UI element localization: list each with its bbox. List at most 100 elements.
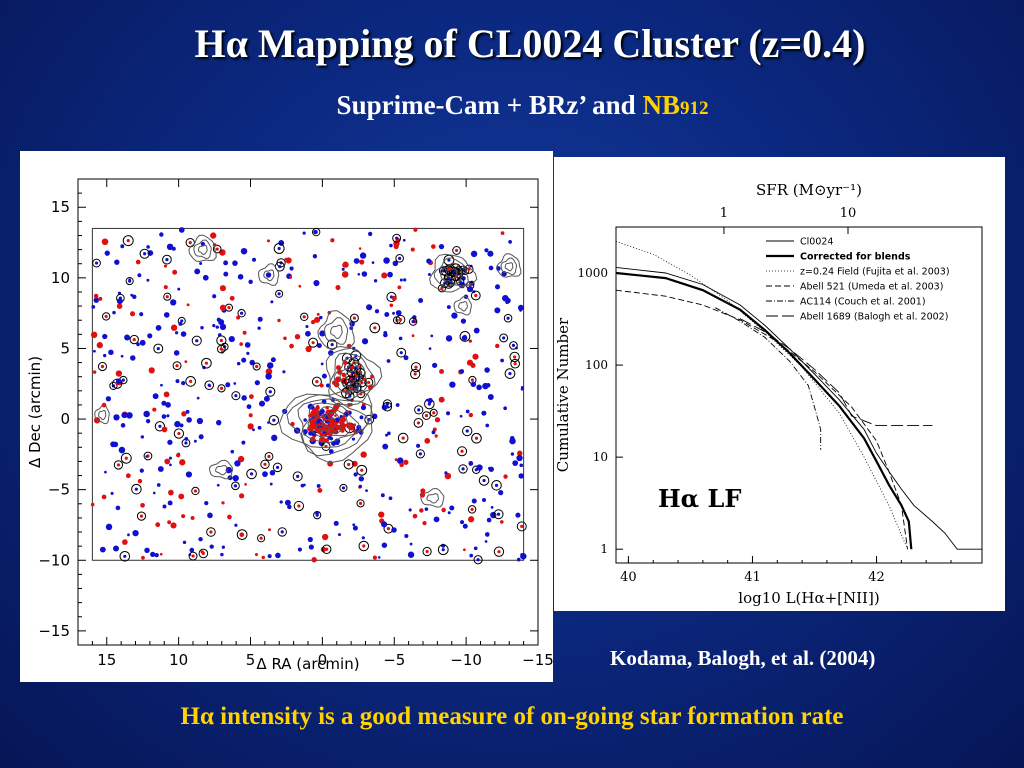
galaxy-point [196, 417, 204, 425]
galaxy-point [275, 465, 280, 470]
galaxy-point [152, 393, 159, 400]
galaxy-point [93, 349, 96, 353]
galaxy-point [352, 316, 357, 320]
density-contour [315, 411, 343, 434]
galaxy-ring [429, 408, 438, 417]
galaxy-point [443, 281, 447, 285]
x-axis-label: Δ RA (arcmin) [256, 655, 359, 673]
galaxy-ring [437, 544, 449, 556]
galaxy-ring [473, 555, 483, 565]
galaxy-point [271, 434, 278, 442]
galaxy-point [289, 275, 293, 279]
galaxy-point [498, 489, 504, 496]
galaxy-point [124, 334, 131, 341]
legend-label: Abell 521 (Umeda et al. 2003) [800, 282, 943, 293]
galaxy-point [130, 355, 136, 361]
galaxy-point [424, 507, 429, 511]
galaxy-point [341, 417, 347, 422]
galaxy-point [367, 380, 371, 384]
galaxy-ring [275, 289, 284, 298]
galaxy-ring [509, 341, 518, 350]
galaxy-point [395, 310, 402, 316]
x-tick-label: −15 [522, 651, 553, 669]
galaxy-ring [452, 246, 461, 255]
galaxy-point [474, 293, 478, 298]
galaxy-point [240, 247, 248, 255]
galaxy-ring [172, 361, 182, 371]
galaxy-point [476, 558, 480, 562]
galaxy-point [327, 460, 334, 467]
galaxy-point [460, 449, 464, 453]
galaxy-point [221, 545, 225, 549]
galaxy-point [481, 498, 486, 503]
galaxy-point [232, 260, 238, 266]
galaxy-point [360, 468, 364, 472]
galaxy-ring [467, 505, 477, 514]
galaxy-point [387, 271, 393, 278]
density-contour [321, 417, 337, 430]
subtitle-main: Suprime-Cam + BRz’ and [336, 90, 643, 120]
galaxy-ring [191, 335, 202, 346]
galaxy-point [358, 476, 365, 482]
galaxy-ring [125, 277, 134, 286]
galaxy-point [308, 544, 314, 550]
galaxy-ring [153, 343, 164, 354]
galaxy-point [115, 370, 123, 377]
galaxy-point [444, 471, 448, 475]
density-contour [307, 406, 351, 438]
galaxy-ring [369, 322, 381, 334]
galaxy-point [180, 319, 184, 323]
galaxy-ring [231, 391, 241, 401]
galaxy-point [488, 265, 494, 271]
galaxy-point [350, 365, 355, 370]
galaxy-point [502, 336, 506, 340]
galaxy-point [513, 355, 517, 359]
galaxy-point [516, 454, 523, 462]
galaxy-point [309, 420, 316, 427]
galaxy-point [181, 514, 186, 519]
galaxy-point [303, 418, 307, 422]
galaxy-point [209, 530, 213, 534]
galaxy-point [232, 475, 239, 482]
galaxy-point [445, 411, 451, 416]
galaxy-point [449, 381, 456, 388]
galaxy-point [252, 257, 257, 262]
galaxy-point [393, 243, 399, 250]
galaxy-point [449, 505, 455, 511]
galaxy-point [165, 402, 171, 408]
galaxy-point [143, 410, 150, 418]
galaxy-point [122, 539, 128, 545]
density-contour [458, 301, 468, 312]
galaxy-point [386, 359, 391, 363]
citation: Kodama, Balogh, et al. (2004) [610, 646, 876, 670]
galaxy-point [403, 459, 409, 465]
density-contour [429, 253, 478, 293]
galaxy-ring [470, 290, 481, 301]
galaxy-point [165, 258, 169, 262]
x-axis-label: log10 L(Hα+[NII]) [738, 589, 879, 607]
galaxy-point [310, 319, 316, 325]
galaxy-point [146, 278, 150, 282]
galaxy-point [381, 272, 388, 279]
galaxy-ring [410, 362, 422, 373]
galaxy-point [508, 240, 512, 244]
y-axis-label: Δ Dec (arcmin) [26, 356, 44, 468]
galaxy-point [174, 331, 179, 335]
galaxy-point [112, 441, 119, 448]
galaxy-point [170, 299, 177, 306]
galaxy-point [145, 418, 151, 424]
x-tick-label: 10 [169, 651, 188, 669]
density-contour [496, 253, 522, 278]
galaxy-point [98, 296, 103, 301]
galaxy-point [520, 553, 524, 556]
galaxy-point [139, 339, 146, 346]
galaxy-point [428, 347, 432, 350]
legend-label: z=0.24 Field (Fujita et al. 2003) [800, 267, 950, 278]
galaxy-point [462, 548, 466, 552]
galaxy-point [227, 306, 231, 310]
galaxy-point [283, 336, 287, 341]
galaxy-point [468, 516, 475, 523]
galaxy-ring [217, 344, 226, 354]
galaxy-point [263, 395, 270, 402]
galaxy-point [351, 437, 356, 441]
